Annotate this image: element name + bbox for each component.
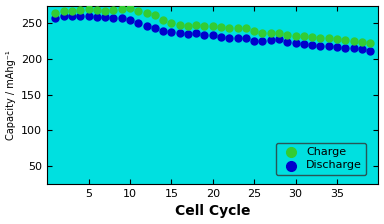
Discharge (284, 40, 290, 44)
Charge (268, 32, 274, 35)
Charge (69, 9, 75, 12)
Charge (86, 7, 92, 11)
Discharge (218, 35, 224, 39)
Charge (359, 40, 365, 44)
Discharge (94, 15, 100, 19)
Charge (326, 37, 332, 40)
Charge (334, 37, 340, 41)
Discharge (152, 27, 158, 30)
Discharge (61, 15, 67, 18)
Charge (119, 7, 125, 11)
Discharge (185, 32, 191, 36)
Charge (243, 26, 249, 30)
Charge (309, 35, 315, 39)
Discharge (226, 36, 232, 39)
Discharge (351, 47, 357, 50)
Discharge (69, 14, 75, 17)
Charge (202, 24, 208, 27)
Discharge (318, 44, 324, 47)
Discharge (251, 39, 257, 42)
Charge (218, 25, 224, 29)
Legend: Charge, Discharge: Charge, Discharge (276, 143, 366, 175)
Charge (342, 38, 348, 42)
Charge (284, 33, 290, 37)
Discharge (135, 22, 141, 25)
Charge (251, 29, 257, 32)
Discharge (342, 46, 348, 50)
Discharge (86, 15, 92, 18)
Discharge (301, 42, 307, 46)
Discharge (359, 47, 365, 51)
Discharge (326, 44, 332, 48)
Charge (318, 36, 324, 39)
Charge (135, 9, 141, 12)
Discharge (293, 42, 299, 45)
Discharge (193, 32, 199, 35)
Discharge (268, 38, 274, 42)
Charge (177, 23, 183, 27)
Discharge (110, 16, 116, 19)
Discharge (276, 37, 282, 41)
Charge (351, 39, 357, 42)
Discharge (160, 29, 166, 32)
Discharge (309, 43, 315, 47)
Charge (226, 26, 232, 30)
Charge (301, 34, 307, 37)
Y-axis label: Capacity / mAhg⁻¹: Capacity / mAhg⁻¹ (5, 50, 16, 140)
Charge (367, 41, 373, 45)
Discharge (367, 49, 373, 52)
Charge (160, 18, 166, 22)
Charge (127, 6, 133, 9)
Charge (168, 22, 174, 25)
X-axis label: Cell Cycle: Cell Cycle (175, 205, 250, 218)
Discharge (144, 24, 150, 27)
Charge (235, 27, 241, 30)
Discharge (168, 30, 174, 34)
Discharge (235, 37, 241, 40)
Charge (102, 9, 108, 12)
Discharge (102, 15, 108, 19)
Discharge (119, 16, 125, 19)
Discharge (127, 18, 133, 22)
Discharge (243, 37, 249, 40)
Discharge (210, 33, 216, 37)
Charge (193, 23, 199, 27)
Charge (210, 24, 216, 28)
Discharge (260, 39, 266, 43)
Discharge (334, 45, 340, 49)
Charge (61, 9, 67, 12)
Discharge (177, 32, 183, 35)
Charge (276, 31, 282, 34)
Charge (293, 34, 299, 38)
Charge (144, 11, 150, 15)
Discharge (77, 15, 83, 18)
Discharge (202, 33, 208, 37)
Charge (110, 8, 116, 12)
Charge (260, 31, 266, 34)
Charge (152, 13, 158, 17)
Charge (185, 24, 191, 28)
Charge (94, 8, 100, 12)
Charge (52, 11, 58, 15)
Charge (77, 8, 83, 12)
Discharge (52, 16, 58, 19)
